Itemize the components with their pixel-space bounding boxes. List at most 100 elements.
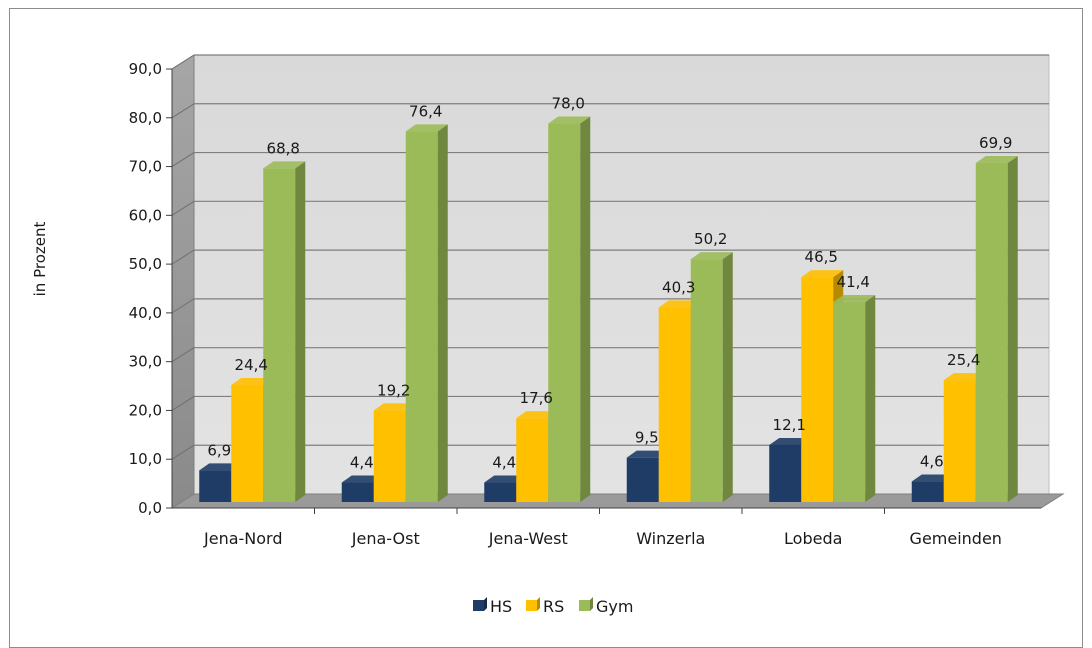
y-tick-label: 60,0 xyxy=(129,206,162,224)
bar-top xyxy=(658,300,701,308)
data-label: 9,5 xyxy=(635,429,659,447)
data-label: 19,2 xyxy=(377,381,410,399)
y-tick-label: 50,0 xyxy=(129,255,162,273)
category-label: Gemeinden xyxy=(910,529,1002,548)
category-label: Jena-Nord xyxy=(203,529,283,548)
gridline-side xyxy=(171,347,195,363)
bar-Gym-Gemeinden xyxy=(975,156,1018,502)
bar-top xyxy=(263,161,306,169)
legend-swatch xyxy=(473,600,484,611)
bar-front xyxy=(373,410,406,502)
y-tick-label: 40,0 xyxy=(129,304,162,322)
data-label: 76,4 xyxy=(409,102,442,120)
bar-Gym-Jena-Nord xyxy=(263,161,306,503)
bar-front xyxy=(263,168,296,503)
data-label: 25,4 xyxy=(947,351,980,369)
bar-top xyxy=(341,475,384,483)
category-label: Lobeda xyxy=(784,529,842,548)
bar-top xyxy=(626,450,669,458)
bar-front xyxy=(405,131,438,502)
bar-front xyxy=(769,444,802,502)
bar-side xyxy=(722,252,733,502)
back-wall xyxy=(193,54,1050,495)
bar-top xyxy=(975,156,1018,164)
gridline-side xyxy=(171,200,195,216)
bar-front xyxy=(911,481,944,502)
y-tick-label: 90,0 xyxy=(129,60,162,78)
category-label: Winzerla xyxy=(636,529,705,548)
data-label: 50,2 xyxy=(694,230,727,248)
legend-item-RS: RS xyxy=(526,597,564,616)
legend-item-Gym: Gym xyxy=(579,597,633,616)
bar-top xyxy=(943,373,986,381)
data-label: 17,6 xyxy=(520,389,553,407)
side-wall xyxy=(171,54,195,509)
gridline-side xyxy=(171,298,195,314)
legend-swatch-side xyxy=(537,597,540,611)
bar-front xyxy=(516,418,549,502)
data-label: 40,3 xyxy=(662,278,695,296)
bar-top xyxy=(373,403,416,411)
bar-front xyxy=(231,384,264,502)
data-label: 4,4 xyxy=(350,454,374,472)
legend-label: HS xyxy=(490,597,512,616)
bar-Gym-Jena-West xyxy=(548,116,591,503)
bar-front xyxy=(548,123,581,503)
legend-swatch xyxy=(579,600,590,611)
bar-Gym-Jena-Ost xyxy=(405,124,448,503)
legend-label: RS xyxy=(543,597,564,616)
bar-top xyxy=(405,124,448,132)
bar-top xyxy=(199,463,242,471)
y-tick-label: 10,0 xyxy=(129,450,162,468)
y-tick-label: 0,0 xyxy=(138,499,162,517)
data-label: 78,0 xyxy=(552,95,585,113)
gridline-side xyxy=(171,103,195,119)
bar-top xyxy=(911,474,954,482)
y-tick-label: 20,0 xyxy=(129,401,162,419)
y-axis-label: in Prozent xyxy=(31,222,49,297)
bar-top xyxy=(231,377,274,385)
bar-front xyxy=(833,302,866,502)
bar-top xyxy=(516,411,559,419)
data-label: 68,8 xyxy=(267,139,300,157)
bar-top xyxy=(690,252,733,260)
bar-front xyxy=(690,259,723,502)
bar-Gym-Winzerla xyxy=(690,252,733,502)
bar-side xyxy=(1007,156,1018,502)
data-label: 46,5 xyxy=(805,248,838,266)
data-label: 4,4 xyxy=(492,454,516,472)
legend-swatch-side xyxy=(484,597,487,611)
bar-front xyxy=(626,457,659,502)
legend-swatch-side xyxy=(590,597,593,611)
bar-top xyxy=(769,437,812,445)
data-label: 41,4 xyxy=(837,273,870,291)
gridline-side xyxy=(171,152,195,167)
category-label: Jena-West xyxy=(488,529,568,548)
bar-top xyxy=(801,270,844,278)
bar-side xyxy=(295,161,306,503)
bar-chart: 0,010,020,030,040,050,060,070,080,090,0 … xyxy=(31,54,1065,616)
bar-front xyxy=(975,163,1008,502)
bar-front xyxy=(658,307,691,502)
bar-top xyxy=(484,475,527,483)
bar-front xyxy=(341,482,374,502)
bar-top xyxy=(833,295,876,303)
bar-front xyxy=(199,470,232,502)
data-label: 12,1 xyxy=(773,416,806,434)
y-tick-label: 80,0 xyxy=(129,109,162,127)
y-tick-label: 70,0 xyxy=(129,158,162,176)
bar-side xyxy=(437,124,448,503)
bar-front xyxy=(801,277,834,502)
bar-front xyxy=(484,482,517,502)
chart-frame: 0,0 10,0 20,0 30,0 40,0 50,0 60,0 70,0 80,0 90,0 … xyxy=(9,8,1083,648)
legend-swatch xyxy=(526,600,537,611)
gridline-side xyxy=(171,444,195,460)
gridline-side xyxy=(171,396,195,411)
data-label: 6,9 xyxy=(207,441,231,459)
legend: HS RS Gym xyxy=(473,597,633,616)
category-label: Jena-Ost xyxy=(351,529,420,548)
gridline-side xyxy=(171,249,195,265)
bar-Gym-Lobeda xyxy=(833,295,876,502)
y-tick-label: 30,0 xyxy=(129,353,162,371)
bar-top xyxy=(548,116,591,124)
